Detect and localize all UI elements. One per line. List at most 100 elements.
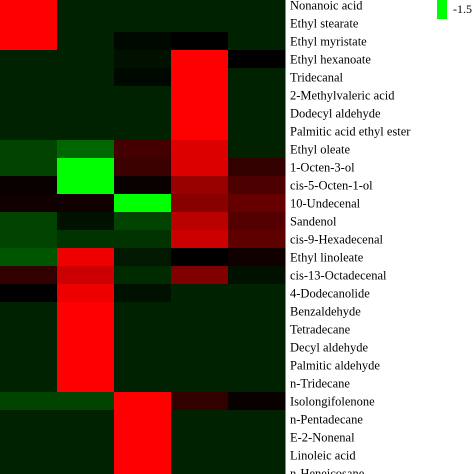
heatmap-cell <box>114 68 172 87</box>
heatmap-cell <box>114 140 172 159</box>
heatmap-cell <box>171 140 229 159</box>
heatmap-cell <box>171 446 229 465</box>
heatmap-cell <box>57 320 115 339</box>
heatmap-cell <box>171 428 229 447</box>
legend-tick-label: -1.5 <box>453 2 472 16</box>
heatmap-cell <box>114 50 172 69</box>
heatmap-cell <box>114 266 172 285</box>
heatmap-cell <box>0 284 58 303</box>
heatmap-cell <box>114 230 172 249</box>
heatmap-cell <box>228 302 286 321</box>
heatmap-cell <box>171 284 229 303</box>
row-label: Palmitic acid ethyl ester <box>290 125 411 139</box>
color-legend: -1.5 <box>437 0 472 19</box>
heatmap-cell <box>57 338 115 357</box>
heatmap-cell <box>57 32 115 51</box>
row-label: Ethyl stearate <box>290 17 359 31</box>
heatmap-cell <box>0 194 58 213</box>
heatmap-cell <box>171 14 229 33</box>
heatmap-cell <box>114 392 172 411</box>
heatmap-cell <box>0 140 58 159</box>
row-label: n-Pentadecane <box>290 413 363 427</box>
heatmap-cell <box>171 122 229 141</box>
heatmap-cell <box>57 374 115 393</box>
row-label: Linoleic acid <box>290 449 356 463</box>
row-label: Palmitic aldehyde <box>290 359 380 373</box>
heatmap-cell <box>171 320 229 339</box>
heatmap-cell <box>228 32 286 51</box>
heatmap-cell <box>114 428 172 447</box>
row-label: Tridecanal <box>290 71 344 85</box>
heatmap-cell <box>57 158 115 177</box>
heatmap-cell <box>228 428 286 447</box>
heatmap-cell <box>228 284 286 303</box>
heatmap-cell <box>57 356 115 375</box>
heatmap-cell <box>228 392 286 411</box>
heatmap-cell <box>57 410 115 429</box>
heatmap-cell <box>171 104 229 123</box>
heatmap-cell <box>171 176 229 195</box>
row-label: Decyl aldehyde <box>290 341 369 355</box>
heatmap-cell <box>57 0 115 15</box>
heatmap-cell <box>57 212 115 231</box>
row-labels: Nonanoic acid Ethyl stearate Ethyl myrista… <box>290 0 411 474</box>
heatmap-cell <box>0 410 58 429</box>
heatmap-cell <box>171 32 229 51</box>
heatmap-cell <box>114 122 172 141</box>
heatmap-cells <box>0 0 286 474</box>
row-label: 4-Dodecanolide <box>290 287 370 301</box>
heatmap-cell <box>171 302 229 321</box>
heatmap-cell <box>228 338 286 357</box>
heatmap-cell <box>114 356 172 375</box>
row-label: cis-9-Hexadecenal <box>290 233 384 247</box>
heatmap-cell <box>114 212 172 231</box>
heatmap-cell <box>171 248 229 267</box>
row-label: Nonanoic acid <box>290 0 363 13</box>
row-label: Tetradecane <box>290 323 351 337</box>
heatmap-cell <box>57 230 115 249</box>
row-label: 10-Undecenal <box>290 197 361 211</box>
heatmap-cell <box>0 86 58 105</box>
heatmap-cell <box>0 68 58 87</box>
heatmap-cell <box>228 0 286 15</box>
heatmap-cell <box>57 86 115 105</box>
heatmap-cell <box>0 302 58 321</box>
heatmap-cell <box>0 176 58 195</box>
heatmap-cell <box>0 0 58 15</box>
heatmap-cell <box>171 464 229 474</box>
heatmap-cell <box>171 0 229 15</box>
heatmap-cell <box>228 356 286 375</box>
row-label: Ethyl linoleate <box>290 251 364 265</box>
heatmap-cell <box>57 14 115 33</box>
heatmap-cell <box>228 230 286 249</box>
heatmap-cell <box>171 374 229 393</box>
heatmap-cell <box>228 374 286 393</box>
heatmap-cell <box>57 248 115 267</box>
heatmap-cell <box>114 464 172 474</box>
heatmap-cell <box>228 248 286 267</box>
heatmap-cell <box>57 68 115 87</box>
heatmap-cell <box>0 392 58 411</box>
heatmap-cell <box>171 230 229 249</box>
heatmap-cell <box>0 32 58 51</box>
heatmap-cell <box>228 68 286 87</box>
row-label: cis-13-Octadecenal <box>290 269 387 283</box>
heatmap-cell <box>114 284 172 303</box>
heatmap-cell <box>171 356 229 375</box>
heatmap-cell <box>171 50 229 69</box>
heatmap-cell <box>114 176 172 195</box>
heatmap-cell <box>57 284 115 303</box>
heatmap-cell <box>0 230 58 249</box>
row-label: Ethyl oleate <box>290 143 350 157</box>
heatmap-cell <box>114 410 172 429</box>
heatmap-cell <box>228 194 286 213</box>
heatmap-cell <box>228 140 286 159</box>
heatmap-cell <box>228 14 286 33</box>
heatmap-cell <box>114 374 172 393</box>
heatmap-cell <box>57 266 115 285</box>
heatmap-cell <box>171 86 229 105</box>
heatmap-cell <box>228 176 286 195</box>
heatmap-cell <box>228 158 286 177</box>
